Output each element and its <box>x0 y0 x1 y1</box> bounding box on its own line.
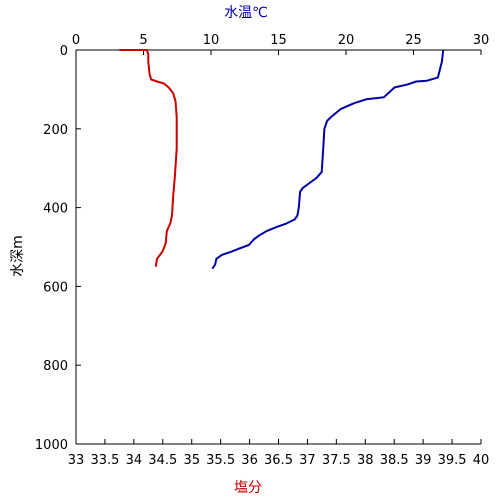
top-tick-label: 15 <box>270 33 287 48</box>
bottom-tick-label: 35 <box>183 453 200 468</box>
bottom-tick-label: 36.5 <box>264 453 293 468</box>
y-axis-title: 水深m <box>10 235 26 277</box>
bottom-tick-label: 39.5 <box>438 453 467 468</box>
bottom-axis: 33 33.5 34 34.5 35 35.5 36 36.5 37 37.5 38 38.5 39 39… <box>68 439 490 468</box>
left-tick-label: 800 <box>43 359 68 374</box>
bottom-axis-title: 塩分 <box>234 480 262 496</box>
bottom-tick-label: 40 <box>473 453 490 468</box>
bottom-tick-label: 38.5 <box>380 453 409 468</box>
bottom-tick-label: 34 <box>126 453 143 468</box>
bottom-tick-label: 34.5 <box>148 453 177 468</box>
top-tick-label: 10 <box>203 33 220 48</box>
top-axis: 0 5 10 15 20 25 30 <box>72 33 489 55</box>
plot-area <box>75 49 481 445</box>
bottom-tick-label: 35.5 <box>206 453 235 468</box>
left-tick-label: 0 <box>60 44 68 59</box>
left-tick-label: 1000 <box>35 438 68 453</box>
bottom-tick-label: 38 <box>357 453 374 468</box>
bottom-tick-label: 37 <box>299 453 316 468</box>
temperature-profile-line <box>211 49 445 270</box>
left-tick-label: 400 <box>43 202 68 217</box>
top-tick-label: 20 <box>338 33 355 48</box>
top-tick-label: 5 <box>139 33 147 48</box>
top-tick-label: 0 <box>72 33 80 48</box>
series-layer <box>119 49 445 270</box>
top-tick-label: 30 <box>473 33 490 48</box>
bottom-tick-label: 39 <box>415 453 432 468</box>
top-axis-title: 水温℃ <box>224 5 268 21</box>
bottom-tick-label: 33 <box>68 453 85 468</box>
left-tick-label: 600 <box>43 280 68 295</box>
left-axis: 0 200 400 600 800 1000 <box>35 44 81 453</box>
top-tick-label: 25 <box>405 33 422 48</box>
bottom-tick-label: 37.5 <box>322 453 351 468</box>
left-tick-label: 200 <box>43 123 68 138</box>
bottom-tick-label: 33.5 <box>90 453 119 468</box>
bottom-tick-label: 36 <box>241 453 258 468</box>
salinity-profile-line <box>119 49 178 267</box>
